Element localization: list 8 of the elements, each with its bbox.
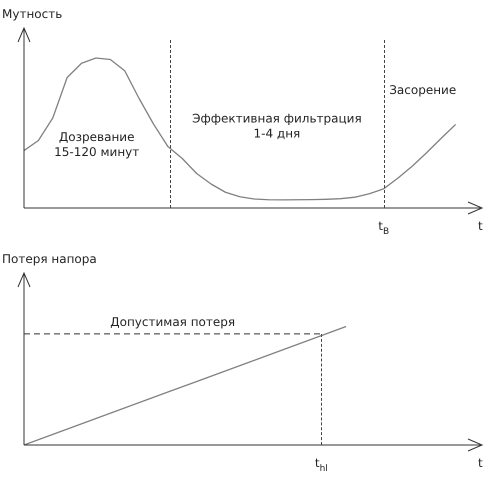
y-axis-title: Мутность xyxy=(2,7,62,21)
x-axis-title: t xyxy=(478,219,483,233)
ref-line-label: Допустимая потеря xyxy=(110,314,236,329)
annotation: Засорение xyxy=(389,82,456,97)
y-axis-title: Потеря напора xyxy=(2,252,97,266)
annotation: Дозревание 15-120 минут xyxy=(54,130,140,159)
annotation: Эффективная фильтрация 1-4 дня xyxy=(192,111,362,140)
x-axis-title: t xyxy=(478,456,483,470)
